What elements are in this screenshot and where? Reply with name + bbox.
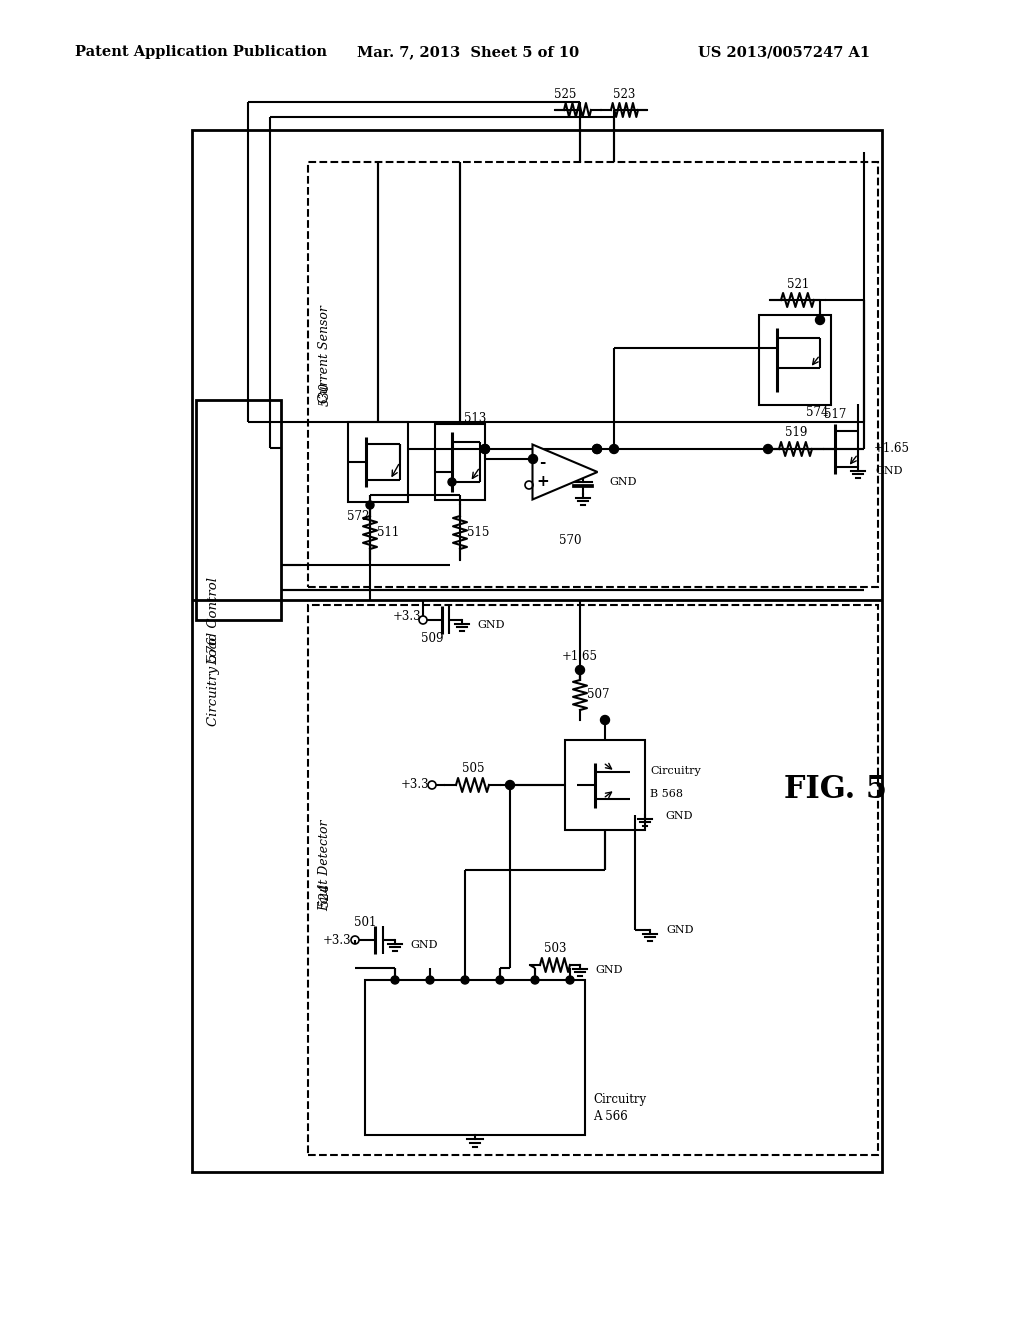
Text: Circuitry: Circuitry bbox=[593, 1093, 646, 1106]
Text: Patent Application Publication: Patent Application Publication bbox=[75, 45, 327, 59]
Text: Mar. 7, 2013  Sheet 5 of 10: Mar. 7, 2013 Sheet 5 of 10 bbox=[357, 45, 580, 59]
Bar bbox=[565, 741, 645, 830]
Text: GND: GND bbox=[874, 466, 902, 477]
Text: +1.65: +1.65 bbox=[562, 651, 598, 664]
Text: 574: 574 bbox=[806, 405, 828, 418]
Circle shape bbox=[593, 445, 601, 454]
Text: 570: 570 bbox=[559, 533, 582, 546]
Circle shape bbox=[496, 975, 504, 983]
Text: 519: 519 bbox=[784, 426, 807, 440]
Text: 517: 517 bbox=[824, 408, 846, 421]
Circle shape bbox=[531, 975, 539, 983]
Bar bbox=[308, 605, 878, 1155]
Circle shape bbox=[480, 445, 489, 454]
Text: GND: GND bbox=[410, 940, 437, 950]
Text: 503: 503 bbox=[544, 942, 566, 956]
Text: 524: 524 bbox=[318, 883, 332, 907]
Text: 525: 525 bbox=[554, 87, 577, 100]
Text: Fault Detector: Fault Detector bbox=[318, 820, 332, 911]
Bar bbox=[435, 424, 485, 500]
Text: US 2013/0057247 A1: US 2013/0057247 A1 bbox=[698, 45, 870, 59]
Circle shape bbox=[449, 478, 456, 486]
Bar bbox=[348, 422, 408, 502]
Text: FIG. 5: FIG. 5 bbox=[783, 775, 887, 805]
Text: +3.3: +3.3 bbox=[400, 779, 429, 792]
Text: Current Sensor: Current Sensor bbox=[318, 305, 332, 404]
Circle shape bbox=[593, 445, 601, 454]
Circle shape bbox=[391, 975, 399, 983]
Text: Circuitry 576: Circuitry 576 bbox=[208, 636, 220, 726]
Circle shape bbox=[609, 445, 618, 454]
Circle shape bbox=[528, 454, 538, 463]
Text: B 568: B 568 bbox=[650, 789, 683, 799]
Text: +: + bbox=[537, 474, 549, 488]
Circle shape bbox=[461, 975, 469, 983]
Circle shape bbox=[506, 780, 514, 789]
Text: 515: 515 bbox=[467, 527, 489, 540]
Bar bbox=[193, 129, 882, 1172]
Text: 507: 507 bbox=[587, 689, 609, 701]
Circle shape bbox=[366, 502, 374, 510]
Circle shape bbox=[575, 665, 585, 675]
Text: 521: 521 bbox=[786, 277, 809, 290]
Text: A 566: A 566 bbox=[593, 1110, 628, 1123]
Text: Circuitry: Circuitry bbox=[650, 767, 700, 776]
Text: GND: GND bbox=[665, 810, 692, 821]
Text: +3.3: +3.3 bbox=[323, 933, 351, 946]
Text: GND: GND bbox=[477, 620, 505, 630]
Circle shape bbox=[600, 715, 609, 725]
Circle shape bbox=[566, 975, 574, 983]
Text: -: - bbox=[540, 455, 546, 470]
Text: 513: 513 bbox=[464, 412, 486, 425]
Text: 523: 523 bbox=[612, 87, 635, 100]
Bar bbox=[365, 979, 585, 1135]
Text: GND: GND bbox=[595, 965, 623, 975]
Text: 501: 501 bbox=[354, 916, 376, 928]
Circle shape bbox=[764, 445, 772, 454]
Bar bbox=[759, 315, 831, 405]
Text: +1.65: +1.65 bbox=[874, 442, 910, 455]
Circle shape bbox=[480, 445, 489, 454]
Circle shape bbox=[815, 315, 824, 325]
Text: GND: GND bbox=[666, 925, 693, 935]
Text: GND: GND bbox=[609, 477, 637, 487]
Text: Load Control: Load Control bbox=[208, 577, 220, 665]
Text: 505: 505 bbox=[462, 763, 484, 776]
Text: 572: 572 bbox=[347, 510, 370, 523]
Text: 509: 509 bbox=[421, 631, 443, 644]
Bar bbox=[196, 400, 281, 620]
Polygon shape bbox=[532, 445, 597, 499]
Text: 511: 511 bbox=[377, 527, 399, 540]
Circle shape bbox=[426, 975, 434, 983]
Bar bbox=[308, 162, 878, 587]
Text: +3.3: +3.3 bbox=[392, 610, 421, 623]
Text: 530: 530 bbox=[318, 383, 332, 407]
